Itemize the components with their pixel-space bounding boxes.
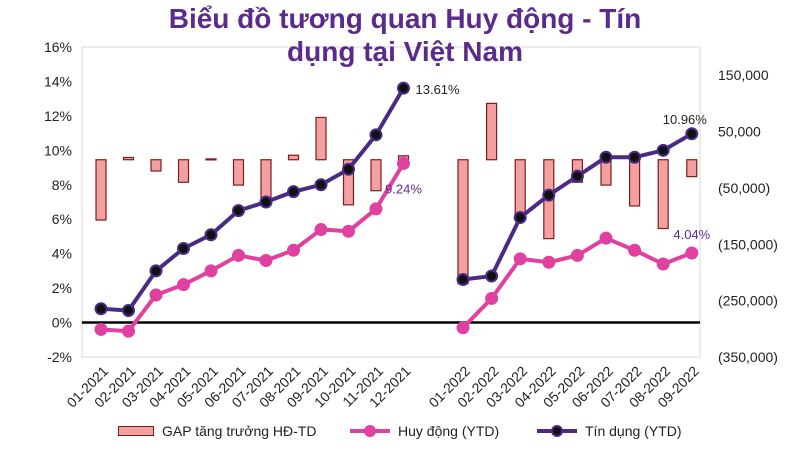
gap-bar	[260, 159, 272, 199]
right-tick-label: (350,000)	[718, 349, 778, 365]
data-label: 4.04%	[673, 227, 710, 242]
huy-dong-point	[456, 321, 470, 335]
gap-bar	[232, 159, 245, 186]
gap-bar	[205, 158, 217, 161]
left-tick-label: 16%	[44, 39, 72, 55]
tin-dung-point	[287, 185, 300, 199]
chart-title-line-2: dụng tại Việt Nam	[287, 36, 523, 67]
gap-bar	[122, 156, 135, 161]
gap-bar	[342, 159, 355, 206]
right-tick-label: (50,000)	[718, 180, 770, 196]
chart-title: Biểu đồ tương quan Huy động - Tín dụng t…	[0, 2, 810, 68]
gap-bar	[370, 159, 382, 192]
legend-swatch-gap	[118, 426, 154, 436]
left-tick-label: 2%	[52, 280, 72, 296]
tin-dung-point	[456, 273, 470, 286]
gap-bar	[95, 159, 107, 221]
tin-dung-point	[685, 127, 699, 141]
tin-dung-point	[628, 150, 642, 164]
legend-item-tin-dung[interactable]: Tín dụng (YTD)	[537, 423, 681, 439]
tin-dung-point	[177, 242, 190, 255]
right-tick-label: (150,000)	[718, 236, 778, 252]
huy-dong-point	[342, 224, 355, 238]
legend-label-huy-dong: Huy động (YTD)	[398, 423, 500, 439]
huy-dong-line	[99, 161, 406, 334]
tin-dung-line	[99, 86, 406, 313]
gap-bar	[686, 159, 698, 178]
huy-dong-point	[485, 291, 499, 305]
huy-dong-point	[149, 288, 163, 302]
tin-dung-point	[94, 302, 108, 316]
huy-dong-point	[232, 248, 245, 262]
plot-frame	[81, 46, 701, 358]
gap-bar	[315, 116, 327, 161]
left-tick-label: 12%	[44, 108, 72, 124]
left-tick-label: 6%	[52, 211, 72, 227]
gap-bar	[177, 159, 190, 183]
right-tick-label: 150,000	[718, 67, 769, 83]
huy-dong-point	[628, 243, 642, 257]
chart-title-line-1: Biểu đồ tương quan Huy động - Tín	[168, 3, 642, 34]
left-tick-label: 8%	[52, 177, 72, 193]
tin-dung-point	[369, 128, 383, 142]
gap-bar	[486, 102, 498, 161]
chart-legend: GAP tăng trưởng HĐ-TD Huy động (YTD) Tín…	[0, 423, 810, 447]
legend-label-gap: GAP tăng trưởng HĐ-TD	[162, 423, 317, 439]
huy-dong-point	[397, 156, 410, 170]
gap-bar	[657, 159, 669, 230]
huy-dong-point	[94, 322, 108, 336]
huy-dong-point	[570, 248, 584, 262]
tin-dung-point	[397, 81, 410, 95]
legend-item-huy-dong[interactable]: Huy động (YTD)	[350, 423, 499, 439]
huy-dong-point	[177, 278, 190, 292]
right-tick-label: (250,000)	[718, 293, 778, 309]
left-tick-label: -2%	[47, 349, 72, 365]
tin-dung-point	[485, 269, 499, 283]
legend-item-gap[interactable]: GAP tăng trưởng HĐ-TD	[118, 423, 316, 439]
gap-bar	[150, 159, 162, 172]
huy-dong-point	[513, 252, 527, 266]
huy-dong-point	[685, 246, 699, 260]
huy-dong-point	[599, 231, 613, 245]
tin-dung-point	[232, 204, 245, 218]
tin-dung-point	[656, 143, 670, 157]
left-tick-label: 0%	[52, 315, 72, 331]
tin-dung-point	[149, 264, 163, 278]
tin-dung-point	[513, 211, 527, 224]
gap-bar	[628, 159, 641, 207]
tin-dung-point	[122, 304, 135, 317]
data-label: 10.96%	[663, 112, 708, 127]
huy-dong-point	[287, 243, 300, 257]
data-label: 9.24%	[385, 181, 422, 196]
gap-bar	[457, 159, 469, 285]
left-tick-label: 4%	[52, 246, 72, 262]
huy-dong-point	[122, 324, 135, 338]
tin-dung-point	[599, 150, 613, 164]
legend-swatch-tin-dung	[537, 424, 577, 438]
huy-dong-point	[369, 202, 383, 216]
left-tick-label: 10%	[44, 142, 72, 158]
tin-dung-point	[204, 228, 218, 242]
huy-dong-point	[259, 254, 273, 268]
tin-dung-point	[542, 188, 556, 202]
tin-dung-point	[342, 162, 355, 176]
huy-dong-point	[656, 257, 670, 271]
left-tick-label: 14%	[44, 73, 72, 89]
huy-dong-point	[542, 255, 556, 269]
tin-dung-point	[314, 178, 328, 192]
data-label: 13.61%	[416, 82, 461, 97]
legend-label-tin-dung: Tín dụng (YTD)	[585, 423, 682, 439]
tin-dung-point	[259, 195, 273, 209]
huy-dong-point	[204, 264, 218, 278]
huy-dong-point	[314, 223, 328, 237]
right-tick-label: 50,000	[718, 124, 761, 140]
tin-dung-point	[570, 169, 584, 183]
legend-swatch-huy-dong	[350, 424, 390, 438]
gap-bar	[287, 154, 300, 161]
gap-bar	[514, 159, 526, 218]
